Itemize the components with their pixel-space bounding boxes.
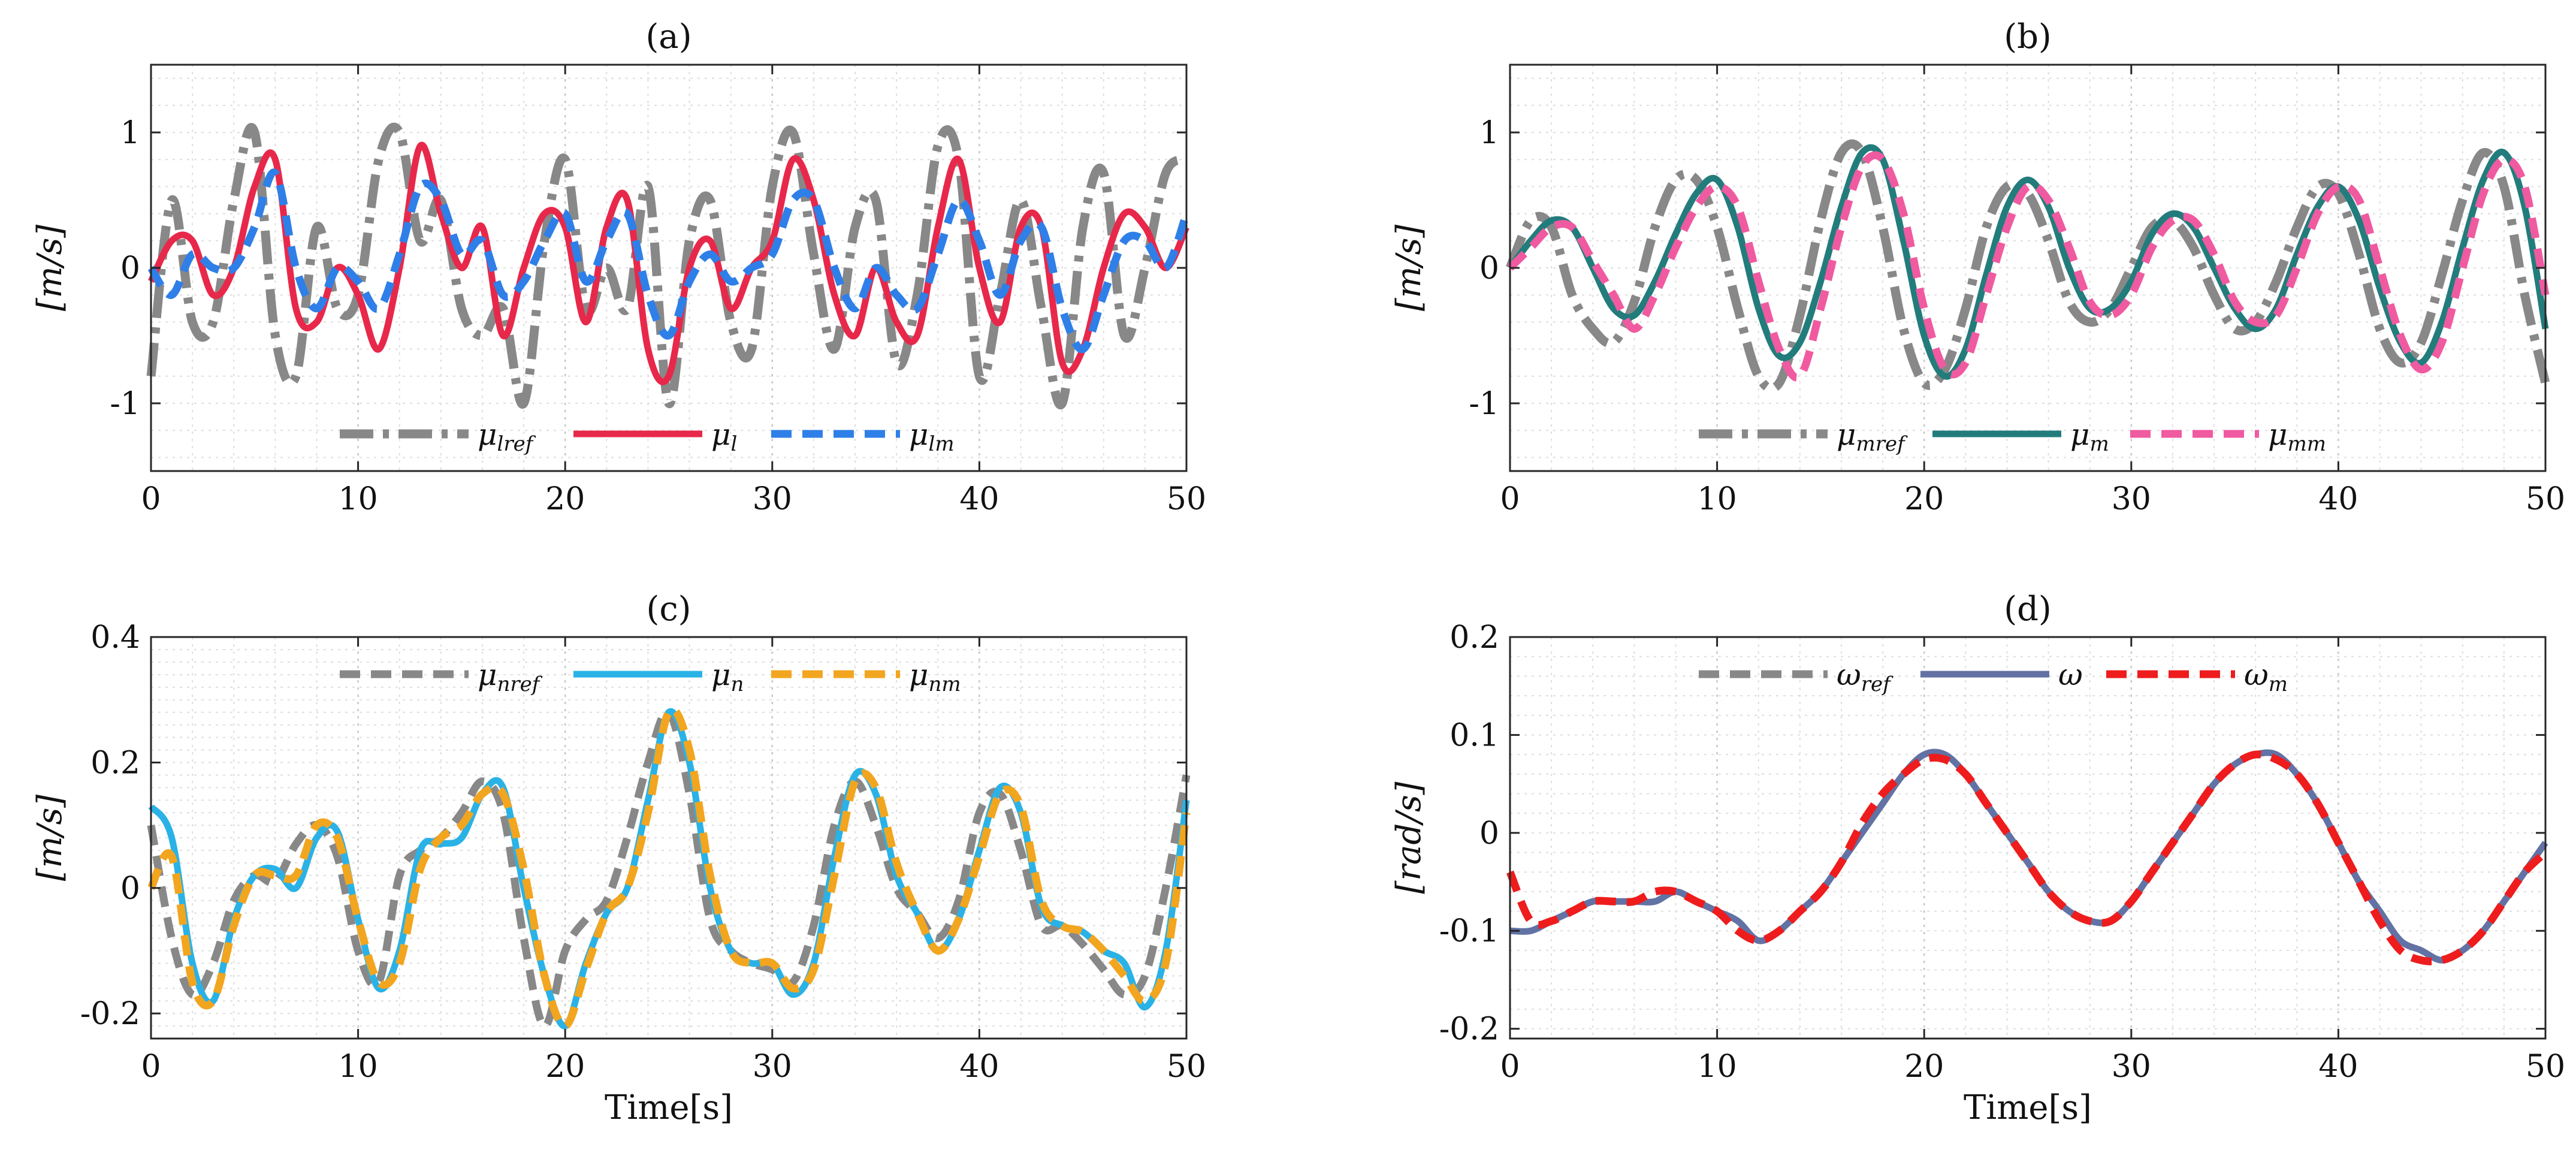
x-tick-label: 0 — [1500, 481, 1520, 517]
x-tick-label: 10 — [1698, 1049, 1737, 1085]
chart-title: (a) — [645, 17, 691, 56]
y-tick-label: -0.1 — [1439, 913, 1499, 949]
y-tick-label: 0 — [1479, 250, 1499, 286]
y-axis-label: [m/s] — [1390, 225, 1429, 312]
x-tick-label: 40 — [959, 481, 999, 517]
y-tick-label: -1 — [110, 386, 140, 422]
x-tick-label: 50 — [1167, 1049, 1206, 1085]
chart-title: (b) — [2004, 17, 2052, 56]
x-tick-label: 40 — [959, 1049, 999, 1085]
panel-d: 0 10 20 30 40 50 0.2 0.1 0 -0.1 -0.2 (d) [rad/s] Time… — [1390, 590, 2565, 1127]
y-tick-label: 0.2 — [1449, 620, 1499, 656]
x-tick-label: 20 — [545, 1049, 585, 1085]
x-tick-label: 10 — [1698, 481, 1737, 517]
series-line-μ-mm — [1507, 151, 2550, 382]
panel-c: 0 10 20 30 40 500.40.20-0.2(c)[m/s]Time[s]μnr… — [31, 590, 1206, 1127]
x-tick-label: 40 — [2318, 1049, 2358, 1085]
plot-area — [1510, 637, 2545, 1039]
x-axis-label: Time[s] — [605, 1088, 733, 1127]
x-tick-label: 10 — [339, 481, 378, 517]
x-tick-label: 30 — [2112, 1049, 2151, 1085]
x-tick-label: 10 — [339, 1049, 378, 1085]
y-tick-label: -0.2 — [1439, 1012, 1499, 1048]
x-tick-label: 50 — [2526, 481, 2565, 517]
y-axis-label: [m/s] — [31, 225, 70, 312]
series-line-μ-nm — [147, 705, 1191, 1030]
y-tick-label: 0.2 — [90, 745, 140, 781]
y-tick-label: -0.2 — [80, 996, 140, 1032]
y-tick-label: 1 — [1479, 115, 1499, 151]
chart-title: (d) — [2004, 590, 2052, 629]
x-tick-label: 30 — [753, 1049, 792, 1085]
axes-frame — [150, 636, 1188, 1040]
series-line-ω — [1509, 748, 2548, 964]
legend-label: ωm — [2244, 657, 2288, 696]
axes-frame — [1509, 636, 2547, 1040]
legend-label: μm — [2070, 417, 2109, 456]
x-tick-label: 0 — [141, 481, 161, 517]
chart-title: (c) — [646, 590, 691, 629]
x-tick-label: 20 — [545, 481, 585, 517]
y-tick-label: 0 — [120, 250, 140, 286]
y-tick-label: 1 — [120, 115, 140, 151]
y-tick-label: 0.4 — [90, 620, 140, 656]
y-axis-label: [rad/s] — [1390, 781, 1429, 894]
x-tick-label: 50 — [1167, 481, 1206, 517]
y-tick-label: 0 — [120, 871, 140, 907]
x-axis-label: Time[s] — [1964, 1088, 2092, 1127]
series-line-μ-lm — [147, 168, 1191, 354]
y-axis-label: [m/s] — [31, 795, 70, 882]
y-tick-label: 0.1 — [1449, 717, 1499, 753]
series-line-μ-nref — [147, 708, 1191, 1030]
x-tick-label: 30 — [2112, 481, 2151, 517]
x-tick-label: 40 — [2318, 481, 2358, 517]
y-tick-label: 0 — [1479, 816, 1499, 852]
x-tick-label: 20 — [1904, 481, 1944, 517]
y-tick-label: -1 — [1469, 386, 1499, 422]
series-line-μ-lref — [146, 122, 1189, 410]
x-tick-label: 0 — [141, 1049, 161, 1085]
x-tick-label: 0 — [1500, 1049, 1520, 1085]
x-tick-label: 50 — [2526, 1049, 2565, 1085]
x-tick-label: 20 — [1904, 1049, 1944, 1085]
x-tick-label: 30 — [753, 481, 792, 517]
legend-label: ω — [2058, 657, 2083, 692]
series-line-μ-m — [1507, 144, 2549, 380]
